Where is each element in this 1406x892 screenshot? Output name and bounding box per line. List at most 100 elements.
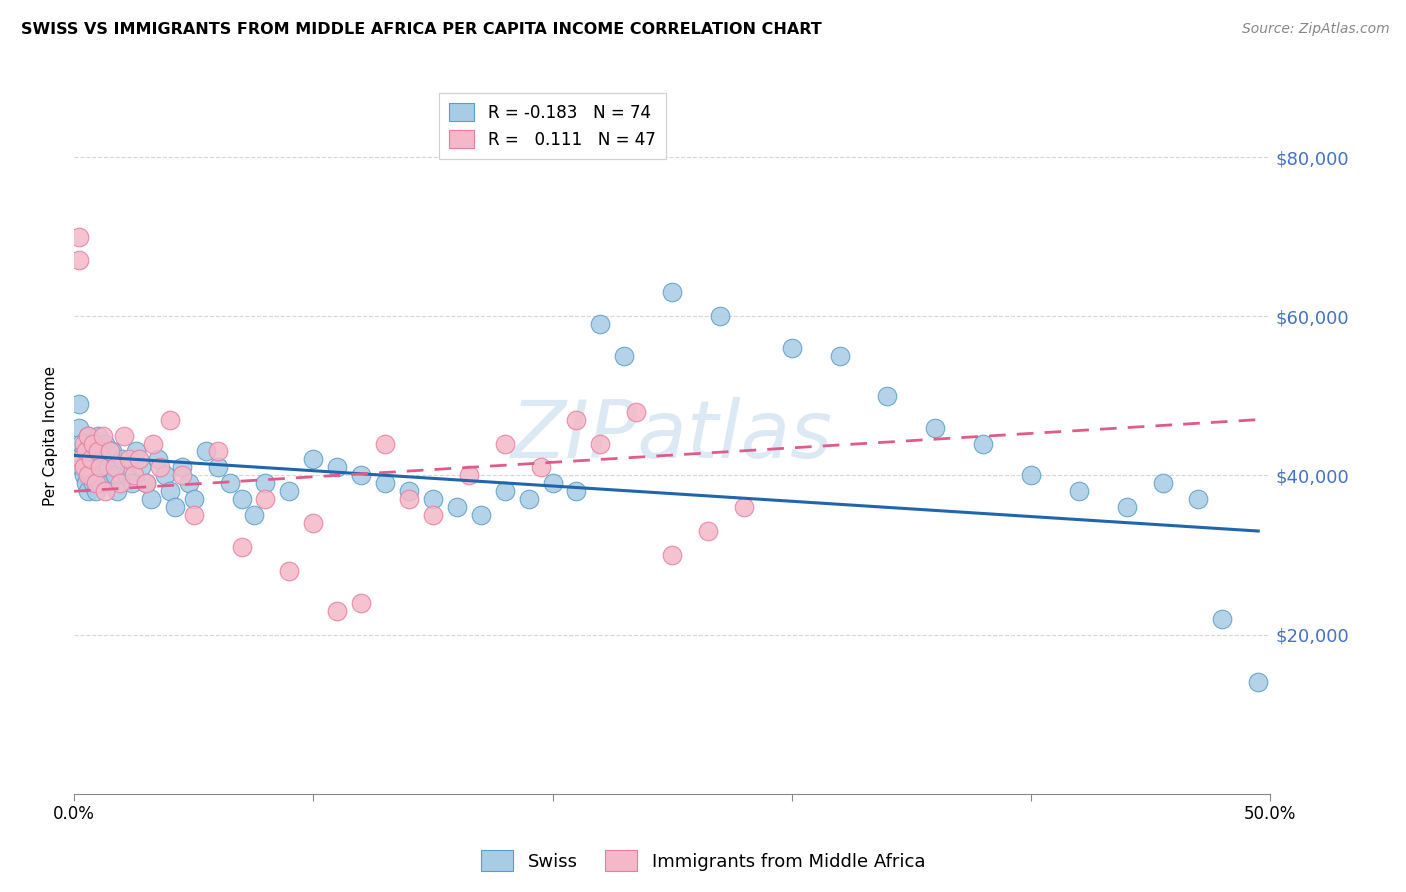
Point xyxy=(80,468,103,483)
Point xyxy=(87,460,110,475)
Point xyxy=(170,460,193,475)
Point xyxy=(709,309,731,323)
Point xyxy=(82,452,104,467)
Point xyxy=(98,444,121,458)
Point xyxy=(91,452,114,467)
Point xyxy=(135,476,157,491)
Point xyxy=(1019,468,1042,483)
Point xyxy=(1211,611,1233,625)
Point xyxy=(350,468,373,483)
Point xyxy=(104,460,127,475)
Point xyxy=(350,596,373,610)
Point xyxy=(73,436,96,450)
Point xyxy=(398,484,420,499)
Point xyxy=(82,436,104,450)
Point xyxy=(254,476,277,491)
Point xyxy=(589,317,612,331)
Point xyxy=(67,420,90,434)
Point xyxy=(105,484,128,499)
Point xyxy=(326,460,349,475)
Point xyxy=(80,452,103,467)
Point xyxy=(87,444,110,458)
Point xyxy=(828,349,851,363)
Point xyxy=(218,476,240,491)
Point xyxy=(278,484,301,499)
Point xyxy=(159,412,181,426)
Point xyxy=(91,428,114,442)
Point xyxy=(77,428,100,442)
Point xyxy=(142,436,165,450)
Point xyxy=(422,508,444,523)
Point xyxy=(89,460,111,475)
Point xyxy=(70,452,93,467)
Point xyxy=(108,476,131,491)
Point xyxy=(73,444,96,458)
Text: ZIPatlas: ZIPatlas xyxy=(512,397,834,475)
Point xyxy=(661,548,683,562)
Legend: Swiss, Immigrants from Middle Africa: Swiss, Immigrants from Middle Africa xyxy=(474,843,932,879)
Point xyxy=(446,500,468,515)
Point xyxy=(242,508,264,523)
Point xyxy=(183,508,205,523)
Point xyxy=(73,468,96,483)
Point xyxy=(101,444,124,458)
Point xyxy=(494,436,516,450)
Point xyxy=(422,492,444,507)
Point xyxy=(75,444,97,458)
Point xyxy=(697,524,720,538)
Point xyxy=(589,436,612,450)
Point xyxy=(67,397,90,411)
Point xyxy=(1067,484,1090,499)
Point xyxy=(565,412,588,426)
Point xyxy=(733,500,755,515)
Point xyxy=(70,460,93,475)
Text: Source: ZipAtlas.com: Source: ZipAtlas.com xyxy=(1241,22,1389,37)
Point xyxy=(73,460,96,475)
Point xyxy=(541,476,564,491)
Point xyxy=(77,484,100,499)
Legend: R = -0.183   N = 74, R =   0.111   N = 47: R = -0.183 N = 74, R = 0.111 N = 47 xyxy=(440,93,665,159)
Point xyxy=(1247,675,1270,690)
Point xyxy=(104,468,127,483)
Point xyxy=(626,405,648,419)
Point xyxy=(302,516,325,530)
Point xyxy=(125,444,148,458)
Point xyxy=(924,420,946,434)
Point xyxy=(118,452,141,467)
Point xyxy=(94,436,117,450)
Point xyxy=(98,476,121,491)
Point xyxy=(77,428,100,442)
Point xyxy=(80,444,103,458)
Point xyxy=(374,436,396,450)
Point xyxy=(121,476,143,491)
Point xyxy=(326,604,349,618)
Point xyxy=(153,468,176,483)
Point xyxy=(470,508,492,523)
Point xyxy=(207,460,229,475)
Point xyxy=(207,444,229,458)
Point xyxy=(972,436,994,450)
Y-axis label: Per Capita Income: Per Capita Income xyxy=(44,366,58,506)
Point xyxy=(129,460,152,475)
Point xyxy=(1187,492,1209,507)
Point xyxy=(183,492,205,507)
Point xyxy=(77,468,100,483)
Point xyxy=(111,452,134,467)
Point xyxy=(1115,500,1137,515)
Point xyxy=(89,476,111,491)
Point xyxy=(565,484,588,499)
Point xyxy=(1152,476,1174,491)
Point xyxy=(75,476,97,491)
Point xyxy=(398,492,420,507)
Point xyxy=(780,341,803,355)
Point xyxy=(517,492,540,507)
Point xyxy=(231,540,253,554)
Point xyxy=(231,492,253,507)
Point xyxy=(112,428,135,442)
Point xyxy=(128,452,150,467)
Point xyxy=(82,476,104,491)
Point xyxy=(75,452,97,467)
Point xyxy=(170,468,193,483)
Point xyxy=(139,492,162,507)
Point xyxy=(529,460,551,475)
